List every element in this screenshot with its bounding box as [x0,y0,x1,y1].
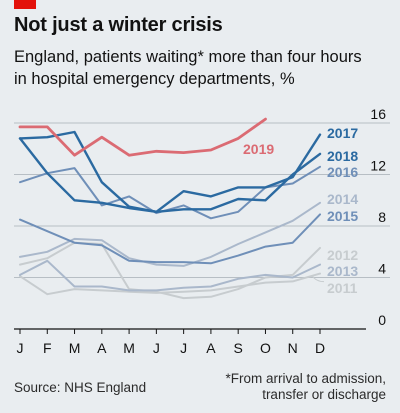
series-label-2013: 2013 [327,263,358,279]
leader-line-2011 [311,275,325,283]
y-tick-label-16: 16 [370,106,386,122]
x-tick-label-10: N [288,340,298,356]
chart-subtitle: England, patients waiting* more than fou… [14,46,362,90]
gridlines [14,122,390,278]
x-tick-label-9: O [260,340,271,356]
footnote-line-2: transfer or discharge [262,387,386,402]
x-tick-label-5: J [153,340,160,356]
footnote-line-1: *From arrival to admission, [225,371,386,386]
y-tick-label-0: 0 [378,312,386,328]
series-line-2011 [19,272,321,296]
series-line-2018 [18,137,322,213]
y-tick-label-12: 12 [370,158,386,174]
y-tick-label-4: 4 [378,261,386,277]
chart-subtitle-line-2: in hospital emergency departments, % [14,70,295,88]
y-tick-label-8: 8 [378,209,386,225]
brand-accent-bar [14,0,36,9]
series-label-2011: 2011 [327,280,358,296]
series-label-2018: 2018 [327,148,358,164]
x-tick-label-3: A [97,340,107,356]
x-tick-label-8: S [234,340,243,356]
series-line-2015 [19,213,321,265]
x-tick-label-6: J [180,340,187,356]
series-label-2017: 2017 [327,125,358,141]
series-line-2019 [18,117,267,157]
series-line-2012 [19,241,321,300]
series-line-2014 [19,201,321,267]
x-tick-label-1: F [43,340,52,356]
x-tick-label-2: M [69,340,81,356]
x-tick-label-11: D [315,340,325,356]
series-label-2019: 2019 [243,141,274,157]
source-note: Source: NHS England [14,380,147,395]
chart-title: Not just a winter crisis [14,14,223,36]
series-label-2012: 2012 [327,247,358,263]
series-label-2014: 2014 [327,191,358,207]
series-line-2017 [18,130,322,213]
series-label-2016: 2016 [327,164,358,180]
series-label-2015: 2015 [327,208,358,224]
footnote: *From arrival to admission, transfer or … [225,371,386,403]
x-tick-label-0: J [17,340,24,356]
x-tick-label-7: A [206,340,216,356]
chart-subtitle-line-1: England, patients waiting* more than fou… [14,48,362,66]
series-lines [18,117,322,300]
series-line-2013 [19,259,321,292]
x-tick-label-4: M [123,340,135,356]
